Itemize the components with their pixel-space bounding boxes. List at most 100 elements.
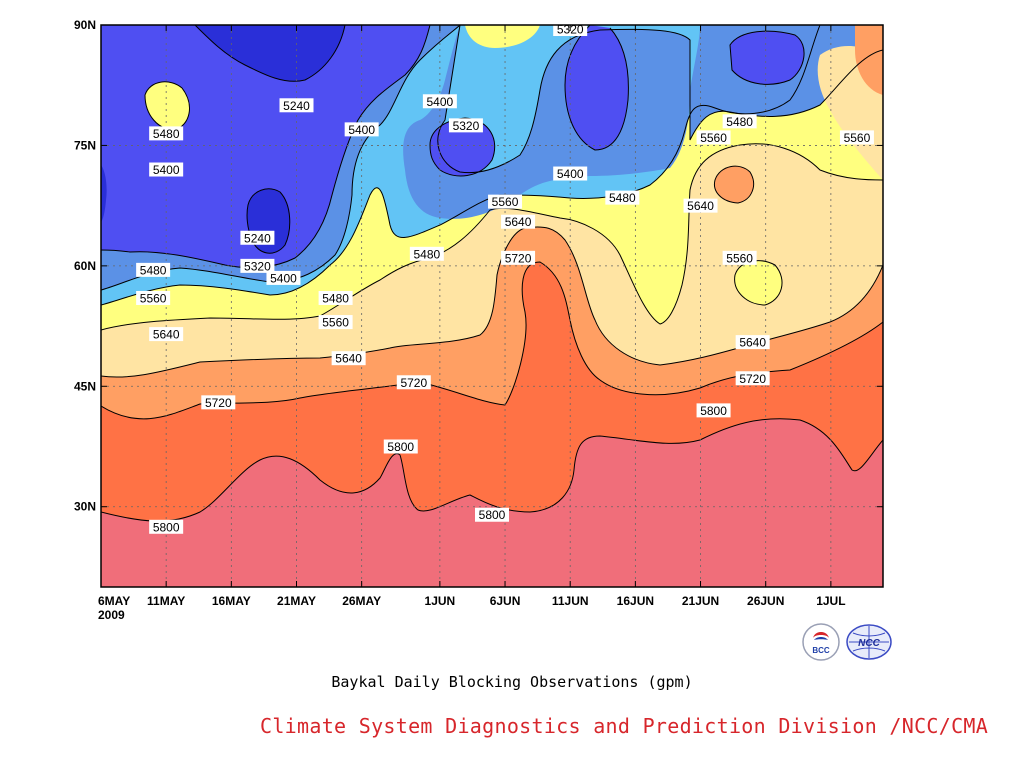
x-year-label: 2009 xyxy=(98,608,125,622)
x-tick-label: 26MAY xyxy=(342,594,381,608)
contour-label-bg xyxy=(488,194,523,209)
axes: 6MAY 11MAY 16MAY 21MAY 26MAY 1JUN 6JUN 11JUN 16J… xyxy=(74,18,883,622)
contour-label: 5800 xyxy=(475,507,509,522)
contour-label: 5240 xyxy=(279,98,314,113)
x-tick-label: 11MAY xyxy=(147,594,185,608)
contour-label-bg xyxy=(331,351,366,366)
contour-label: 5640 xyxy=(501,214,536,229)
contour-label-text: 5480 xyxy=(322,291,349,305)
y-tick-label: 75N xyxy=(74,138,96,152)
contour-label-text: 5800 xyxy=(700,404,727,418)
x-tick-label: 26JUN xyxy=(747,594,784,608)
contour-label-bg xyxy=(696,403,731,418)
contour-label-text: 5560 xyxy=(140,291,167,305)
contour-label-bg xyxy=(448,118,483,133)
contour-label-bg xyxy=(839,130,874,145)
contour-label-text: 5640 xyxy=(687,199,714,213)
contour-line-5400b xyxy=(437,25,883,174)
x-tick-label: 1JUL xyxy=(816,594,845,608)
contour-label-bg xyxy=(475,507,509,522)
band-5160 xyxy=(101,25,345,254)
contour-line-5320 xyxy=(101,25,431,269)
x-tick-label: 16JUN xyxy=(617,594,654,608)
contour-label-bg xyxy=(501,214,536,229)
contour-label-bg xyxy=(409,246,444,261)
contour-label: 5800 xyxy=(383,439,418,454)
contour-label: 5400 xyxy=(422,94,457,109)
plot-frame xyxy=(100,24,884,588)
contour-label-text: 5560 xyxy=(726,251,753,265)
contour-label: 5480 xyxy=(409,246,444,261)
contour-label: 5640 xyxy=(331,351,366,366)
y-tick-label: 45N xyxy=(74,379,96,393)
contour-label-bg xyxy=(383,439,418,454)
ncc-logo-icon: NCC xyxy=(846,624,892,660)
contour-label-bg xyxy=(136,290,171,305)
contour-label: 5560 xyxy=(318,315,353,330)
contour-label-bg xyxy=(201,395,236,410)
contour-label-text: 5800 xyxy=(153,520,180,534)
contour-label: 5400 xyxy=(149,162,184,177)
contour-label: 5720 xyxy=(201,395,236,410)
contour-label-text: 5320 xyxy=(244,259,271,273)
contour-label: 5560 xyxy=(722,250,757,265)
contour-label-bg xyxy=(149,126,184,141)
contour-label: 5560 xyxy=(488,194,523,209)
contour-line-5480-patch xyxy=(144,81,190,131)
contour-label-text: 5400 xyxy=(270,271,297,285)
bcc-logo-text: BCC xyxy=(812,646,830,655)
contour-label-bg xyxy=(696,130,731,145)
contour-line-5720 xyxy=(101,261,883,420)
contour-label: 5720 xyxy=(501,250,536,265)
contour-label: 5400 xyxy=(344,122,379,137)
contour-label-bg xyxy=(501,250,536,265)
contour-label: 5640 xyxy=(735,335,770,350)
contour-label: 5560 xyxy=(136,290,171,305)
x-tick-label: 6JUN xyxy=(490,594,521,608)
contour-line-5480 xyxy=(101,25,821,306)
contour-label-bg xyxy=(683,198,718,213)
band-5480-inner xyxy=(734,260,783,305)
contour-label-bg xyxy=(422,94,457,109)
contour-label-bg xyxy=(396,375,431,390)
contour-label-text: 5720 xyxy=(505,251,532,265)
contour-label-text: 5720 xyxy=(205,396,232,410)
contour-label: 5480 xyxy=(605,190,640,205)
contour-label-bg xyxy=(735,371,770,386)
contour-label: 5800 xyxy=(696,403,731,418)
contour-label-text: 5720 xyxy=(400,376,427,390)
contour-label-text: 5560 xyxy=(700,131,727,145)
contour-label: 5480 xyxy=(136,262,171,277)
x-tick-label: 1JUN xyxy=(425,594,456,608)
contour-label-text: 5800 xyxy=(387,440,414,454)
contour-label-text: 5480 xyxy=(726,115,753,129)
contour-label-bg xyxy=(149,519,184,534)
contour-label-text: 5480 xyxy=(609,191,636,205)
y-tick-label: 90N xyxy=(74,18,96,32)
bcc-logo-icon: BCC xyxy=(802,623,840,661)
band-5640-patch xyxy=(714,25,883,203)
x-tick-label: 6MAY xyxy=(98,594,130,608)
contour-label-text: 5800 xyxy=(479,508,506,522)
credit-line: Climate System Diagnostics and Predictio… xyxy=(260,714,989,738)
contour-label-bg xyxy=(149,327,184,342)
y-tick-label: 30N xyxy=(74,500,96,514)
contour-label: 5800 xyxy=(149,519,184,534)
contour-line-5320b xyxy=(564,25,629,151)
contour-label-text: 5400 xyxy=(348,123,375,137)
x-tick-label: 21JUN xyxy=(682,594,719,608)
contour-line-5240b xyxy=(246,188,291,254)
contour-label-bg xyxy=(240,230,275,245)
contour-label-bg xyxy=(722,114,757,129)
contour-label-text: 5240 xyxy=(244,231,271,245)
contour-label-text: 5320 xyxy=(453,119,480,133)
contour-label-bg xyxy=(553,166,588,181)
x-tick-label: 16MAY xyxy=(212,594,251,608)
contour-label-bg xyxy=(605,190,640,205)
contour-line-5240 xyxy=(194,25,346,82)
contour-label-text: 5480 xyxy=(153,127,180,141)
contour-label-text: 5720 xyxy=(739,372,766,386)
contour-label-bg xyxy=(136,262,171,277)
contour-label-text: 5240 xyxy=(283,99,310,113)
